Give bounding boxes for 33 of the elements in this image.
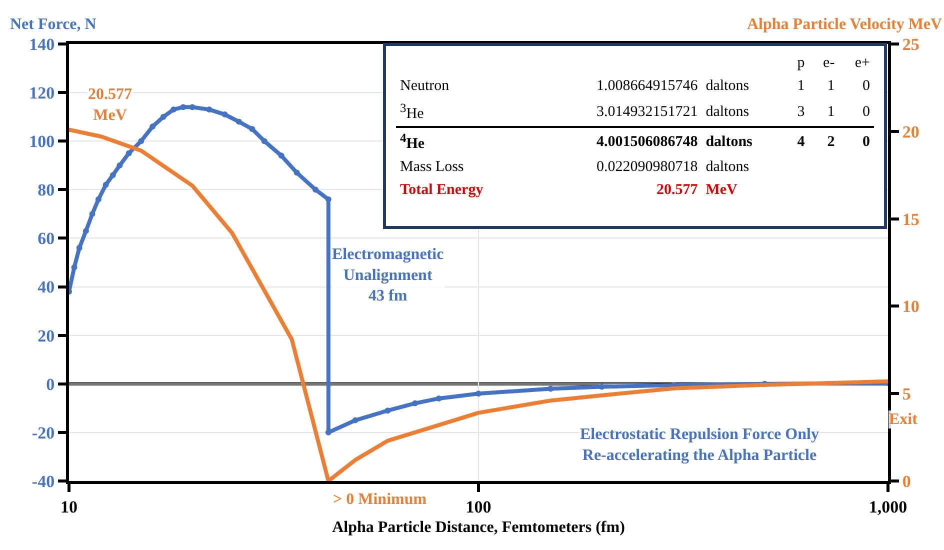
y-tick-label: -20 [32, 423, 55, 442]
annotation: Electromagnetic Unalignment 43 fm [332, 246, 444, 305]
y2-tick-label: 25 [902, 34, 920, 54]
annotation: 20.577 MeV [88, 86, 132, 124]
x-tick-label: 1,000 [868, 497, 908, 516]
text: Exit [889, 411, 918, 428]
text: $^{4}$He 4.001506086748 daltons 4 2 0 [400, 131, 870, 152]
y-tick-label: 60 [38, 229, 55, 248]
y2-tick-label: 0 [902, 472, 911, 491]
x-tick-label: 10 [60, 497, 78, 516]
y-tick-label: 120 [29, 84, 55, 103]
x-axis-title: Alpha Particle Distance, Femtometers (fm) [332, 519, 625, 536]
y2-tick-label: 5 [902, 384, 911, 404]
text: > 0 Minimum [333, 491, 428, 508]
text: p e- e+ [797, 55, 870, 71]
y-tick-label: 140 [29, 34, 55, 54]
y-tick-label: 40 [38, 278, 55, 297]
y-tick-label: 20 [38, 326, 55, 346]
text: Total Energy 20.577 MeV [400, 182, 738, 198]
y2-tick-label: 10 [902, 297, 920, 316]
y-axis-title: Net Force, N [10, 16, 97, 33]
text: Mass Loss 0.022090980718 daltons [400, 159, 750, 175]
x-tick-label: 100 [466, 497, 492, 516]
text: $^{3}$He 3.014932151721 daltons 3 1 0 [400, 101, 870, 122]
y2-axis-title: Alpha Particle Velocity MeV [747, 16, 943, 33]
annotation: Electrostatic Repulsion Force Only Re-accelerating the Alpha Particle [580, 426, 819, 464]
y-tick-label: 80 [38, 180, 55, 200]
y-tick-label: 0 [46, 374, 55, 394]
y-tick-label: -40 [32, 472, 55, 491]
text: Neutron 1.008664915746 daltons 1 1 0 [400, 78, 870, 94]
y-tick-label: 100 [29, 132, 55, 152]
y2-tick-label: 20 [902, 122, 920, 142]
y2-tick-label: 15 [902, 210, 920, 229]
